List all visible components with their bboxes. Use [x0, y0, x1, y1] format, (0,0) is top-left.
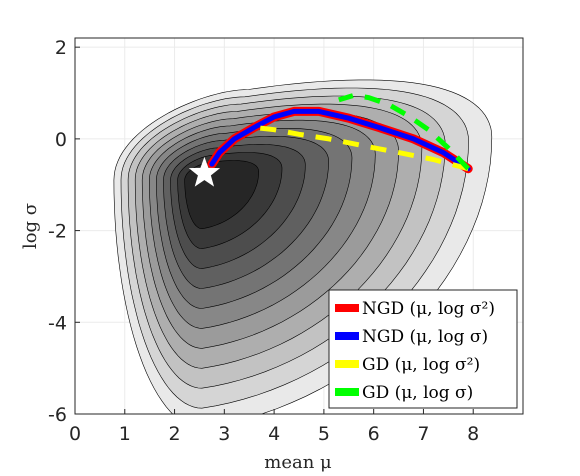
plot-frame: [74, 37, 524, 415]
x-tick-label-8: 8: [467, 423, 479, 445]
x-tick-label-6: 6: [368, 423, 380, 445]
legend-box: [328, 289, 518, 409]
series-path-2: [253, 124, 469, 172]
y-tick-label-3: 0: [55, 129, 67, 151]
x-tick-label-0: 0: [69, 423, 81, 445]
y-tick-label-0: -6: [48, 404, 67, 426]
x-axis-label: mean μ: [264, 452, 332, 473]
y-tick-label-1: -4: [48, 312, 67, 334]
optimizer-paths: [207, 92, 473, 174]
y-axis-label: log σ: [20, 203, 41, 249]
x-tick-label-5: 5: [318, 423, 330, 445]
legend-label-1: NGD (μ, log σ): [362, 327, 488, 347]
x-tick-label-4: 4: [268, 423, 280, 445]
optimum-layer: [188, 156, 221, 187]
optimum-star: [188, 156, 221, 187]
series-path-1: [209, 108, 471, 172]
series-path-3: [338, 92, 471, 171]
y-axis-ticks: -6 -4 -2 0 2: [48, 37, 80, 426]
x-tick-label-2: 2: [169, 423, 181, 445]
x-tick-label-1: 1: [119, 423, 131, 445]
legend-label-2: GD (μ, log σ²): [362, 355, 480, 375]
y-tick-label-2: -2: [48, 221, 67, 243]
legend-label-3: GD (μ, log σ): [362, 383, 473, 403]
y-tick-label-4: 2: [55, 37, 67, 59]
legend-label-0: NGD (μ, log σ²): [362, 299, 495, 319]
x-tick-label-7: 7: [417, 423, 429, 445]
x-axis-ticks: 0 1 2 3 4 5 6 7 8: [69, 409, 479, 445]
x-tick-label-3: 3: [218, 423, 230, 445]
legend: NGD (μ, log σ²) NGD (μ, log σ) GD (μ, log …: [328, 289, 518, 409]
